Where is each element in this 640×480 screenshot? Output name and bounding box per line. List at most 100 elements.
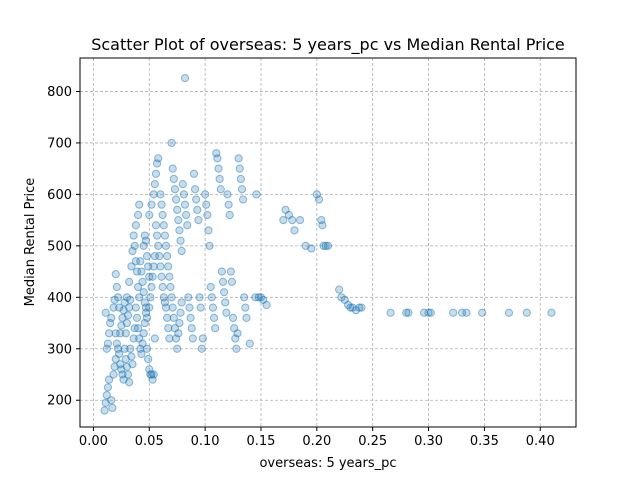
scatter-point (179, 190, 188, 199)
scatter-point (114, 349, 124, 359)
scatter-point (288, 216, 297, 225)
scatter-point (102, 390, 111, 400)
scatter-point (176, 236, 185, 245)
scatter-point (158, 210, 167, 220)
scatter-point (176, 308, 185, 317)
scatter-point (169, 174, 178, 184)
scatter-point (100, 406, 109, 415)
scatter-point (136, 257, 145, 266)
scatter-point (307, 244, 316, 253)
scatter-point (131, 221, 140, 230)
scatter-point (457, 308, 467, 317)
x-tick-label: 0.35 (470, 434, 499, 449)
scatter-point (214, 164, 223, 173)
scatter-point (150, 252, 159, 261)
scatter-point (186, 313, 195, 322)
scatter-point (241, 303, 250, 312)
scatter-point (449, 308, 458, 317)
scatter-point (177, 298, 186, 307)
scatter-point (109, 370, 118, 379)
y-tick-label: 500 (47, 239, 72, 254)
scatter-point (171, 195, 181, 204)
scatter-point (197, 344, 206, 353)
scatter-point (335, 285, 344, 294)
scatter-point (173, 344, 182, 353)
scatter-point (138, 339, 147, 348)
scatter-point (404, 308, 413, 317)
scatter-point (202, 200, 211, 209)
scatter-point (145, 303, 154, 312)
scatter-point (135, 200, 144, 209)
scatter-point (166, 282, 175, 292)
x-axis-label: overseas: 5 years_pc (259, 456, 396, 471)
scatter-point (279, 216, 288, 225)
scatter-point (127, 352, 136, 361)
scatter-point (129, 231, 138, 240)
scatter-point (121, 329, 130, 338)
scatter-point (137, 267, 146, 276)
scatter-point (167, 138, 176, 148)
scatter-point (170, 185, 180, 194)
scatter-point (187, 324, 196, 333)
scatter-point (135, 293, 144, 302)
scatter-point (126, 344, 135, 353)
scatter-point (177, 246, 186, 256)
scatter-point (173, 205, 182, 214)
scatter-point (151, 221, 161, 230)
scatter-point (104, 375, 114, 384)
scatter-point (133, 324, 143, 333)
y-axis-label: Median Rental Price (23, 178, 38, 307)
scatter-point (167, 293, 176, 302)
scatter-point (164, 324, 173, 333)
scatter-point (145, 210, 154, 220)
scatter-point (180, 73, 190, 83)
scatter-point (131, 257, 140, 266)
y-tick-label: 700 (47, 136, 72, 151)
scatter-point (224, 200, 233, 209)
scatter-point (144, 354, 153, 364)
x-tick-label: 0.20 (302, 434, 331, 449)
scatter-point (232, 344, 241, 353)
scatter-point (221, 298, 230, 307)
scatter-point (168, 303, 177, 312)
scatter-point (184, 293, 193, 302)
scatter-point (132, 267, 142, 276)
scatter-point (154, 241, 163, 250)
scatter-point (139, 288, 148, 297)
scatter-point (163, 313, 172, 322)
scatter-point (237, 185, 247, 194)
scatter-point (215, 174, 224, 184)
scatter-point (208, 303, 218, 312)
scatter-point (319, 241, 328, 250)
scatter-point (314, 195, 324, 204)
scatter-point (104, 329, 114, 338)
scatter-point (152, 231, 162, 240)
scatter-point (426, 308, 435, 317)
scatter-point (163, 252, 172, 261)
scatter-point (228, 313, 238, 322)
scatter-point (226, 267, 235, 276)
y-tick-label: 300 (47, 342, 72, 357)
scatter-point (240, 293, 249, 302)
scatter-point (133, 210, 143, 220)
scatter-point (146, 293, 155, 302)
scatter-point (128, 360, 137, 369)
scatter-point (123, 311, 133, 320)
scatter-point (386, 308, 395, 317)
scatter-point (225, 210, 234, 220)
scatter-point (227, 277, 237, 286)
scatter-point (165, 334, 174, 343)
scatter-point (182, 210, 191, 220)
scatter-point (133, 282, 143, 292)
scatter-point (195, 293, 204, 302)
scatter-point (138, 277, 147, 286)
scatter-point (164, 262, 173, 271)
plot-frame (79, 57, 577, 428)
scatter-point (245, 339, 254, 348)
scatter-point (158, 282, 167, 292)
scatter-point (141, 236, 151, 245)
scatter-point (125, 303, 134, 312)
scatter-point (155, 252, 164, 261)
